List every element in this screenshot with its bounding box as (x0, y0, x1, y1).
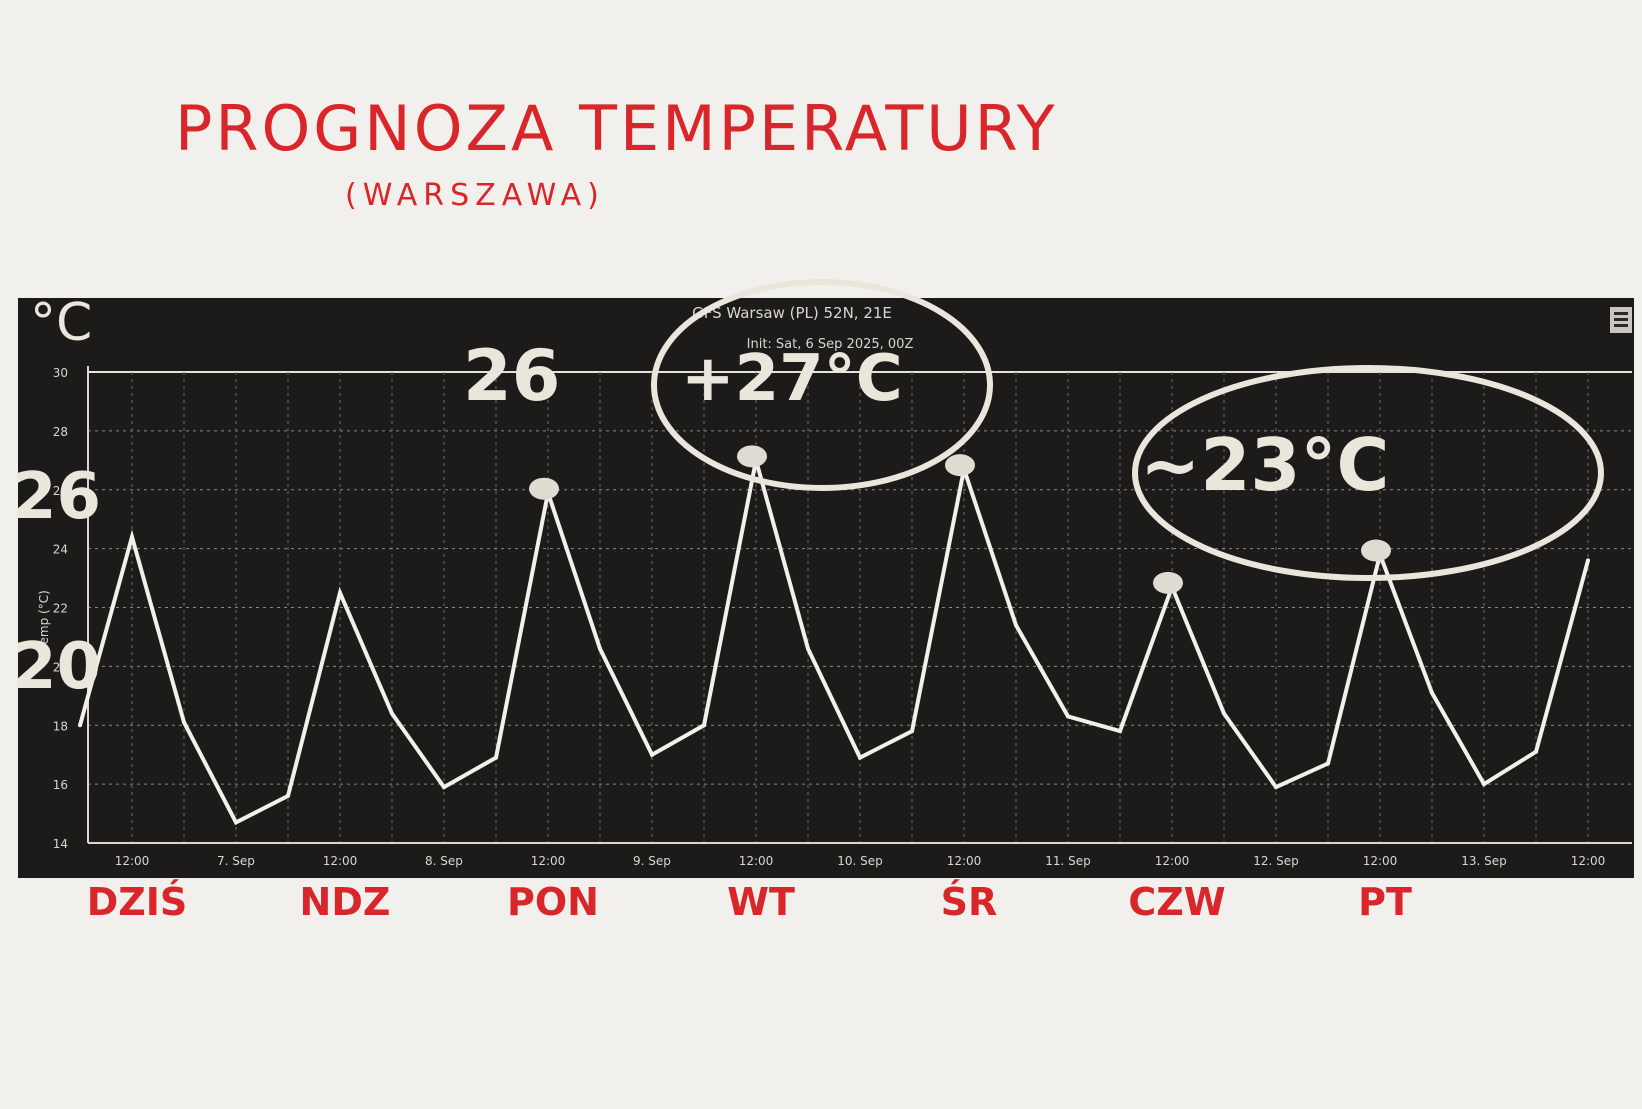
data-point (806, 646, 810, 651)
x-tick-label: 12. Sep (1253, 854, 1299, 868)
day-label: ŚR (941, 880, 998, 924)
plot-area: 14 16 18 20 22 24 26 28 30 12:00 7. Sep 12:00 8. Sep… (53, 366, 1632, 868)
peak-label: ~23°C (1140, 423, 1389, 507)
data-point (1430, 690, 1434, 695)
y-tick-label: 28 (53, 425, 68, 439)
chart-title: GFS Warsaw (PL) 52N, 21E (692, 304, 892, 322)
peak-label: +27°C (681, 342, 903, 416)
x-tick-label: 13. Sep (1461, 854, 1507, 868)
peak-dot (945, 454, 975, 477)
day-label: NDZ (300, 880, 391, 924)
data-point (1534, 749, 1538, 754)
data-point (1274, 785, 1278, 790)
data-point (1586, 558, 1590, 563)
x-tick-label: 12:00 (739, 854, 774, 868)
day-label: PT (1358, 880, 1412, 924)
day-labels: DZIŚ NDZ PON WT ŚR CZW PT (87, 880, 1412, 924)
handwritten-title: PROGNOZA TEMPERATURY (175, 92, 1058, 165)
data-point (390, 711, 394, 716)
day-label: WT (727, 880, 795, 924)
data-point (78, 723, 82, 728)
series-line-temp (78, 459, 1590, 826)
data-point (1118, 729, 1122, 734)
data-point (130, 534, 134, 539)
data-point (858, 755, 862, 760)
unit-label: °C (30, 293, 92, 353)
peak-dot (737, 445, 767, 468)
handwritten-subtitle: (WARSZAWA) (345, 178, 605, 213)
data-point (1222, 711, 1226, 716)
peak-dot (1361, 539, 1391, 562)
data-point (182, 720, 186, 725)
data-point (234, 820, 238, 825)
x-tick-label: 12:00 (1155, 854, 1190, 868)
data-point (910, 729, 914, 734)
side-label-26: 26 (12, 460, 101, 534)
data-point (598, 646, 602, 651)
side-label-20: 20 (12, 630, 101, 704)
data-point (442, 785, 446, 790)
day-label: CZW (1128, 880, 1225, 924)
data-point (1326, 761, 1330, 766)
x-tick-label: 8. Sep (425, 854, 463, 868)
data-point (1066, 714, 1070, 719)
day-label: PON (507, 880, 599, 924)
x-tick-label: 12:00 (323, 854, 358, 868)
y-tick-label: 20 (53, 660, 68, 674)
data-point (338, 590, 342, 595)
data-point (286, 793, 290, 798)
y-tick-label: 26 (53, 484, 68, 498)
x-tick-label: 12:00 (947, 854, 982, 868)
x-tick-label: 12:00 (1571, 854, 1606, 868)
y-tick-label: 14 (53, 837, 68, 851)
x-tick-label: 9. Sep (633, 854, 671, 868)
data-point (702, 723, 706, 728)
chart-panel (18, 298, 1634, 878)
annotation-circle-27 (651, 279, 993, 491)
chart-subtitle: Init: Sat, 6 Sep 2025, 00Z (747, 337, 914, 352)
y-tick-label: 22 (53, 602, 68, 616)
peak-label: 26 (463, 335, 560, 417)
day-label: DZIŚ (87, 880, 188, 924)
x-tick-label: 11. Sep (1045, 854, 1091, 868)
peak-annotations: 26 +27°C ~23°C (463, 335, 1391, 594)
annotation-circle-23 (1132, 365, 1604, 581)
x-tick-label: 12:00 (1363, 854, 1398, 868)
peak-dot (1153, 571, 1183, 594)
data-point (494, 755, 498, 760)
chart-menu-icon[interactable] (1610, 307, 1632, 333)
y-tick-label: 24 (53, 543, 68, 557)
data-point (1482, 782, 1486, 787)
y-tick-label: 30 (53, 366, 68, 380)
y-tick-label: 16 (53, 778, 68, 792)
y-tick-label: 18 (53, 719, 68, 733)
peak-dot (529, 477, 559, 500)
x-tick-label: 12:00 (531, 854, 566, 868)
x-tick-label: 10. Sep (837, 854, 883, 868)
x-tick-label: 12:00 (115, 854, 150, 868)
data-point (1014, 623, 1018, 628)
y-axis-label: Temp (°C) (37, 590, 51, 651)
data-point (650, 752, 654, 757)
x-tick-label: 7. Sep (217, 854, 255, 868)
